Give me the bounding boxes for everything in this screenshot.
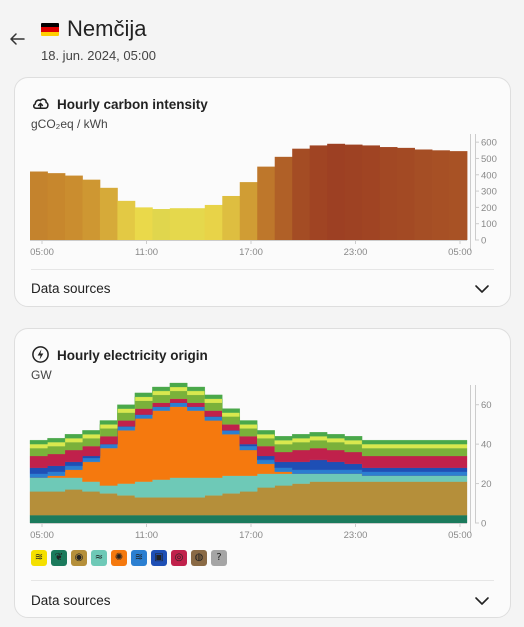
series-other: [29, 382, 468, 445]
divider: [31, 580, 494, 581]
y-tick-label: 300: [481, 187, 497, 198]
carbon-intensity-title: Hourly carbon intensity: [57, 97, 208, 112]
oil-icon[interactable]: ◍: [191, 550, 207, 566]
y-tick-label: 40: [481, 440, 492, 451]
flag-stripe-red: [41, 27, 59, 32]
x-tick-label: 23:00: [344, 530, 368, 541]
wind-icon[interactable]: ≈: [91, 550, 107, 566]
intensity-bar: [47, 173, 66, 240]
zone-header: Nemčija 18. jun. 2024, 05:00: [0, 0, 524, 75]
intensity-bar: [99, 187, 118, 240]
x-tick-label: 17:00: [239, 247, 263, 258]
electricity-origin-unit: GW: [31, 368, 52, 382]
x-tick-label: 05:00: [448, 247, 472, 258]
intensity-bar: [362, 145, 380, 240]
country-name: Nemčija: [67, 16, 147, 41]
data-sources-label[interactable]: Data sources: [31, 593, 111, 608]
x-tick-label: 11:00: [135, 530, 158, 541]
y-tick-label: 200: [481, 203, 497, 214]
flag-stripe-gold: [41, 31, 59, 36]
x-tick-label: 11:00: [135, 247, 158, 258]
y-tick-label: 0: [481, 236, 486, 247]
intensity-bar: [169, 208, 188, 240]
intensity-bar: [449, 151, 468, 240]
x-tick-label: 17:00: [239, 530, 263, 541]
coal-icon[interactable]: ◎: [171, 550, 187, 566]
intensity-bar: [152, 209, 171, 240]
x-tick-label: 23:00: [344, 247, 368, 258]
intensity-bar: [222, 195, 241, 240]
electricity-origin-card: Hourly electricity origin GW 0 20 40 60 05:0…: [14, 328, 511, 618]
biomass-icon[interactable]: ❦: [51, 550, 67, 566]
intensity-bar: [257, 166, 276, 240]
electricity-origin-chart[interactable]: 0 20 40 60 05:00 11:00 17:00 23:00 05:00: [15, 381, 512, 546]
intensity-bar: [30, 171, 48, 240]
cloud-upload-icon: [33, 98, 49, 110]
intensity-bar: [187, 208, 206, 240]
electricity-origin-title: Hourly electricity origin: [57, 348, 208, 363]
lightning-bolt-icon: [32, 346, 49, 363]
y-tick-label: 0: [481, 519, 486, 530]
intensity-bar: [117, 200, 136, 240]
intensity-bar: [309, 145, 328, 240]
y-tick-label: 500: [481, 154, 497, 165]
gas-icon[interactable]: ◉: [71, 550, 87, 566]
intensity-bar: [344, 144, 363, 240]
y-tick-label: 600: [481, 138, 497, 149]
carbon-intensity-chart[interactable]: 0 100 200 300 400 500 600 05:00 11:00 17:00 23:00 0…: [15, 130, 512, 262]
nuclear-icon[interactable]: ✺: [111, 550, 127, 566]
y-tick-label: 20: [481, 479, 492, 490]
intensity-bar: [414, 149, 433, 240]
carbon-intensity-card: Hourly carbon intensity gCO₂eq / kWh 0 10…: [14, 77, 511, 307]
selected-datetime: 18. jun. 2024, 05:00: [41, 48, 156, 63]
back-arrow-icon[interactable]: [6, 28, 28, 50]
hydro-icon[interactable]: ≋: [131, 550, 147, 566]
intensity-bar: [292, 148, 311, 240]
carbon-intensity-unit: gCO₂eq / kWh: [31, 117, 108, 131]
data-sources-label[interactable]: Data sources: [31, 281, 111, 296]
divider: [31, 269, 494, 270]
x-tick-label: 05:00: [448, 530, 472, 541]
series-biomass: [29, 514, 468, 524]
production-legend: ≋ ❦ ◉ ≈ ✺ ≋ ▣ ◎ ◍?: [31, 550, 227, 566]
flag-stripe-black: [41, 23, 59, 28]
intensity-bar: [379, 147, 398, 240]
y-tick-label: 400: [481, 170, 497, 181]
intensity-bar: [397, 147, 415, 240]
y-tick-label: 100: [481, 219, 497, 230]
intensity-bar: [204, 204, 223, 240]
intensity-bar: [432, 150, 450, 240]
storage-icon[interactable]: ▣: [151, 550, 167, 566]
intensity-bar: [82, 179, 101, 240]
intensity-bar: [274, 156, 293, 240]
y-tick-label: 60: [481, 400, 492, 411]
germany-flag-icon: [41, 23, 59, 36]
chevron-down-icon[interactable]: [474, 284, 490, 294]
x-tick-label: 05:00: [30, 530, 54, 541]
x-tick-label: 05:00: [30, 247, 54, 258]
intensity-bar: [64, 175, 83, 240]
solar-icon[interactable]: ≋: [31, 550, 47, 566]
unknown-icon[interactable]: ?: [211, 550, 227, 566]
chevron-down-icon[interactable]: [474, 596, 490, 606]
intensity-bar: [327, 143, 346, 240]
intensity-bar: [134, 207, 153, 240]
intensity-bar: [239, 182, 258, 240]
